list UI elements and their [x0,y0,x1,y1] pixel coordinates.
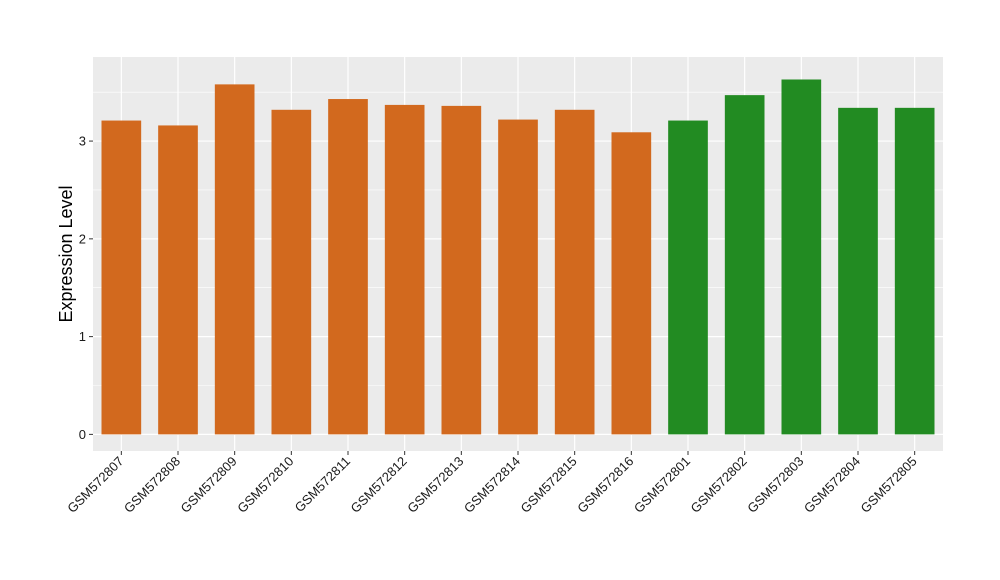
x-tick-label: GSM572812 [348,454,410,516]
bar-GSM572804 [838,107,878,435]
bar-GSM572808 [158,125,198,435]
x-tick-label: GSM572808 [121,454,183,516]
x-tick-label: GSM572805 [858,454,920,516]
bar-GSM572811 [328,99,368,435]
x-tick-label: GSM572803 [744,454,806,516]
x-tick-label: GSM572801 [631,454,693,516]
x-tick-label: GSM572813 [404,454,466,516]
bar-GSM572809 [214,84,255,435]
bars [101,79,935,435]
bar-GSM572816 [611,132,652,435]
bar-GSM572815 [554,109,595,435]
x-tick-label: GSM572810 [234,454,296,516]
y-axis-title: Expression Level [56,185,76,322]
bar-GSM572807 [101,120,142,435]
y-tick-label: 2 [79,231,86,246]
y-tick-label: 1 [79,329,86,344]
x-tick-label: GSM572814 [461,454,523,516]
x-tick-label: GSM572802 [688,454,750,516]
x-tick-label: GSM572809 [178,454,240,516]
bar-GSM572813 [441,105,482,435]
bar-GSM572802 [724,95,765,435]
y-axis: 0 1 2 3 [79,134,93,442]
bar-GSM572803 [781,79,822,435]
bar-GSM572810 [271,109,312,435]
x-tick-label: GSM572811 [292,454,354,516]
bar-GSM572812 [384,104,425,435]
x-tick-label: GSM572815 [518,454,580,516]
bar-GSM572814 [498,119,538,435]
bar-GSM572801 [668,120,708,435]
y-tick-label: 0 [79,427,86,442]
y-tick-label: 3 [79,134,86,149]
x-tick-label: GSM572807 [64,454,126,516]
x-tick-label: GSM572804 [801,454,863,516]
x-axis: GSM572807GSM572808GSM572809GSM572810GSM5… [64,451,920,516]
bar-GSM572805 [894,107,935,435]
x-tick-label: GSM572816 [574,454,636,516]
